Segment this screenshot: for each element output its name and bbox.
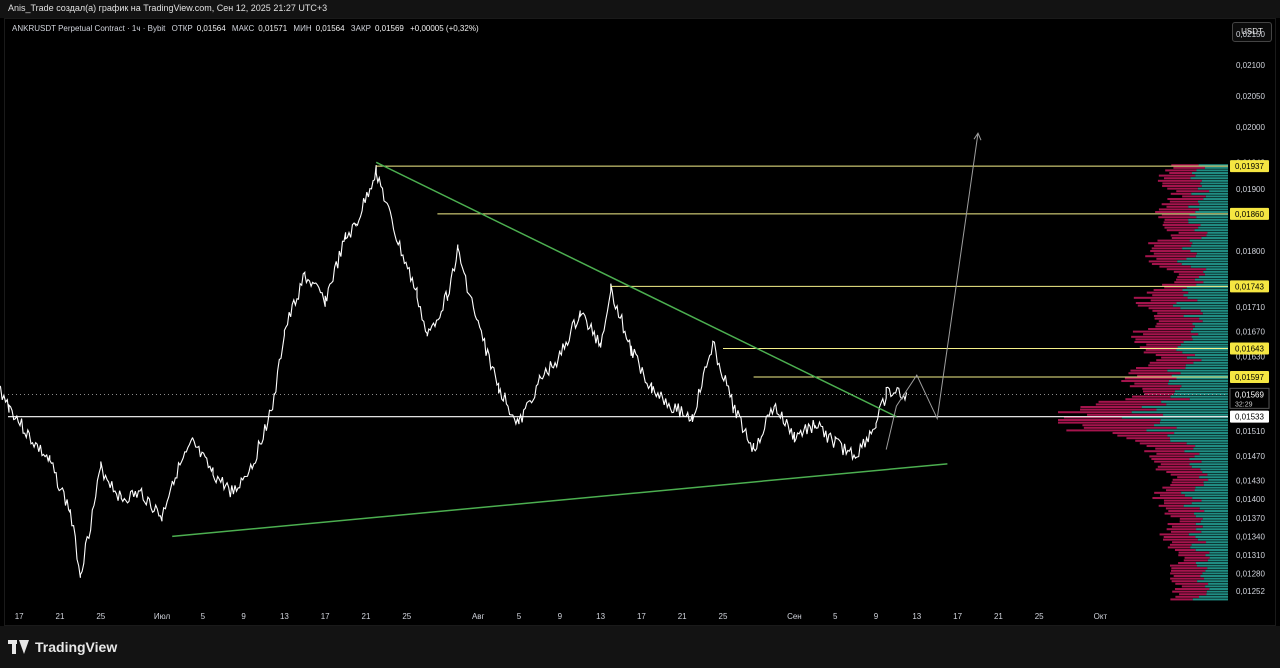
attribution-text: Anis_Trade создал(а) график на TradingVi… (8, 3, 328, 13)
close-label: ЗАКР (350, 24, 371, 33)
tradingview-icon (8, 640, 30, 654)
brand-name: TradingView (35, 639, 118, 655)
high-value: 0,01571 (258, 24, 288, 33)
low-value: 0,01564 (315, 24, 345, 33)
symbol-legend: ANKRUSDT Perpetual Contract · 1ч · Bybit… (12, 24, 483, 33)
low-label: МИН (293, 24, 312, 33)
attribution-bar: Anis_Trade создал(а) график на TradingVi… (0, 0, 1280, 18)
currency-button[interactable]: USDT (1232, 22, 1272, 42)
change-value: +0,00005 (+0,32%) (410, 24, 479, 33)
symbol-title[interactable]: ANKRUSDT Perpetual Contract · 1ч · Bybit (12, 24, 166, 33)
high-label: МАКС (231, 24, 255, 33)
close-value: 0,01569 (374, 24, 404, 33)
tradingview-logo[interactable]: TradingView (8, 639, 117, 655)
open-label: ОТКР (171, 24, 193, 33)
open-value: 0,01564 (196, 24, 226, 33)
footer-bar: TradingView (0, 626, 1280, 668)
chart-pane[interactable] (4, 18, 1276, 626)
